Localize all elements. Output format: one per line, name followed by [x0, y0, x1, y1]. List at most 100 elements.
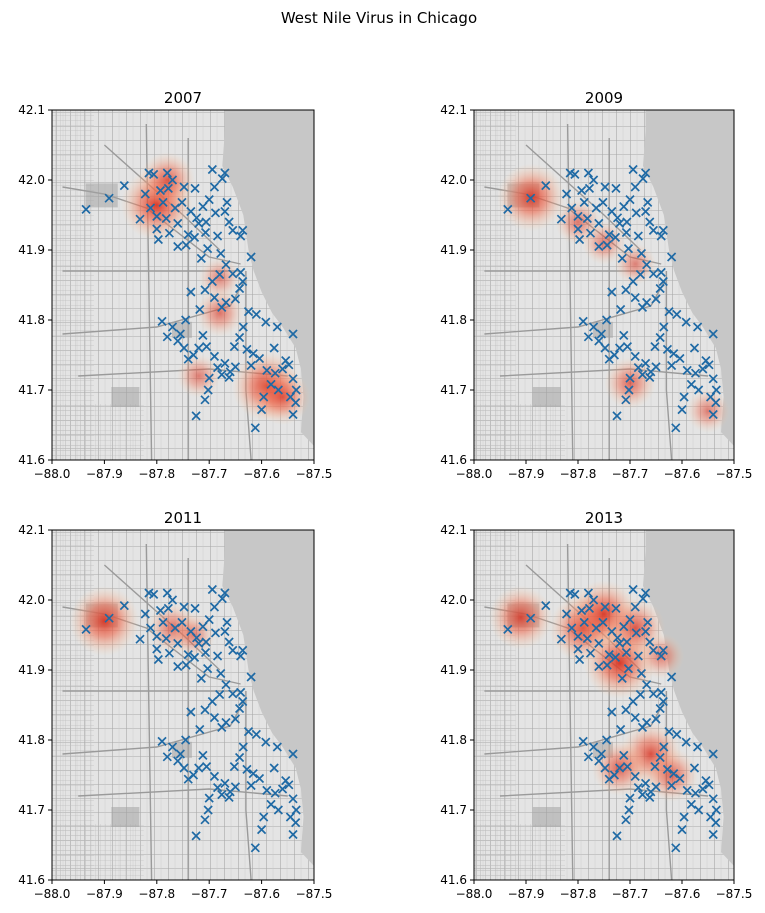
trap-marker: [503, 204, 513, 215]
trap-marker: [238, 696, 248, 707]
trap-marker: [248, 348, 258, 359]
trap-marker: [277, 784, 288, 794]
trap-marker: [573, 211, 583, 222]
trap-marker: [228, 645, 238, 656]
trap-markers: [81, 164, 301, 433]
trap-marker: [588, 322, 599, 332]
trap-marker: [162, 752, 172, 762]
trap-marker: [648, 645, 659, 656]
trap-marker: [579, 197, 589, 208]
trap-marker: [288, 329, 298, 339]
trap-marker: [152, 211, 162, 222]
trap-marker: [220, 626, 230, 637]
heat-hotspot: [604, 357, 656, 409]
trap-marker: [594, 241, 604, 252]
heat-hotspot: [198, 257, 241, 299]
x-tick-label: −87.7: [191, 467, 228, 481]
trap-marker: [621, 705, 631, 715]
y-tick-label: 41.6: [440, 873, 467, 887]
trap-marker: [600, 343, 610, 353]
trap-marker: [246, 780, 256, 791]
trap-markers: [503, 164, 721, 433]
trap-marker: [140, 189, 150, 199]
trap-marker: [666, 252, 677, 262]
trap-marker: [220, 168, 230, 178]
trap-marker: [250, 423, 260, 433]
trap-marker: [230, 714, 241, 724]
x-tick-label: −87.5: [296, 887, 333, 901]
trap-marker: [698, 364, 708, 374]
trap-marker: [195, 304, 205, 315]
trap-marker: [690, 788, 701, 798]
x-tick-label: −87.5: [716, 887, 753, 901]
trap-marker: [643, 197, 653, 208]
trap-marker: [224, 792, 234, 803]
trap-marker: [602, 240, 612, 250]
trap-marker: [708, 749, 718, 759]
trap-marker: [708, 794, 718, 804]
trap-marker: [708, 329, 718, 339]
trap-marker: [288, 374, 298, 384]
plot-area: [474, 530, 734, 880]
trap-marker: [651, 362, 661, 372]
trap-marker: [173, 241, 183, 252]
trap-marker: [251, 309, 261, 320]
trap-marker: [658, 276, 668, 287]
trap-marker: [203, 805, 213, 815]
subplot-title: 2009: [585, 89, 623, 107]
trap-marker: [183, 649, 193, 660]
major-road: [245, 691, 252, 880]
plot-area: [52, 530, 314, 880]
trap-marker: [288, 409, 298, 420]
trap-marker: [585, 228, 596, 238]
trap-marker: [612, 633, 623, 643]
trap-marker: [224, 372, 234, 383]
heat-hotspot: [139, 152, 196, 208]
trap-marker: [640, 358, 651, 369]
trap-marker: [210, 628, 221, 638]
trap-marker: [228, 225, 238, 236]
trap-marker: [234, 703, 245, 714]
x-tick-label: −87.7: [191, 887, 228, 901]
airport-area: [532, 387, 561, 407]
trap-marker: [145, 623, 156, 633]
trap-marker: [238, 742, 248, 752]
trap-marker: [186, 287, 196, 297]
trap-marker: [607, 707, 617, 717]
trap-marker: [204, 373, 214, 383]
subplots: 2007 −88.0 −87.9 −87.8 −87.7 −87.6 −87.5 41.6 41…: [18, 89, 752, 901]
trap-marker: [236, 687, 246, 698]
trap-marker: [621, 647, 631, 658]
trap-marker: [161, 213, 171, 224]
trap-marker: [677, 824, 687, 835]
trap-marker: [640, 588, 651, 598]
x-tick-label: −87.5: [296, 467, 333, 481]
trap-marker: [220, 588, 230, 598]
trap-marker: [617, 673, 627, 684]
trap-marker: [602, 660, 612, 670]
trap-marker: [135, 634, 145, 644]
trap-marker: [689, 343, 700, 353]
trap-marker: [230, 782, 241, 792]
trap-marker: [621, 227, 631, 238]
trap-marker: [157, 316, 167, 327]
trap-marker: [645, 372, 655, 383]
trap-marker: [556, 214, 566, 224]
trap-marker: [621, 815, 631, 825]
trap-marker: [635, 269, 646, 280]
trap-marker: [642, 680, 652, 690]
trap-marker: [196, 673, 206, 684]
trap-marker: [188, 770, 199, 780]
trap-marker: [200, 815, 210, 825]
trap-marker: [222, 197, 232, 208]
trap-marker: [140, 609, 150, 619]
trap-marker: [246, 672, 256, 682]
trap-marker: [209, 182, 220, 192]
trap-marker: [277, 364, 288, 374]
trap-marker: [220, 358, 230, 369]
x-tick-label: −87.7: [612, 467, 649, 481]
trap-marker: [637, 789, 648, 800]
trap-marker: [541, 600, 551, 611]
subplot-2011: 2011 −88.0 −87.9 −87.8 −87.7 −87.6 −87.5 41.6 41…: [18, 509, 332, 901]
